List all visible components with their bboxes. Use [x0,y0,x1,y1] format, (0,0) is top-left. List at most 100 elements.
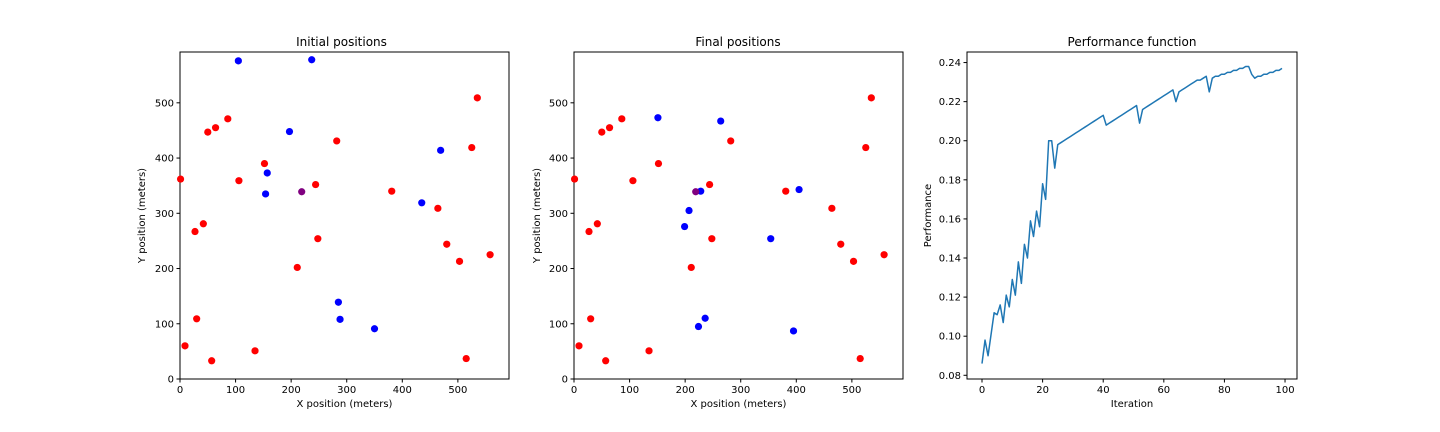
scatter-point [314,235,322,243]
scatter-point [333,137,341,145]
y-axis: 0 100 200 300 400 500 [549,98,574,386]
x-tick-label: 0 [571,385,577,396]
scatter-point [828,204,836,212]
scatter-point [618,115,626,123]
scatter-point [685,206,693,215]
scatter-point [308,56,316,64]
scatter-point [629,177,637,185]
x-tick-label: 80 [1218,385,1231,396]
x-axis: 0 20 40 60 80 100 [979,379,1295,396]
y-tick-label: 0.10 [939,332,961,343]
final-positions-panel: Final positions 0 100 200 300 400 500 0 100 200… [532,35,904,410]
x-tick-label: 20 [1036,385,1049,396]
plot-frame [573,51,904,380]
scatter-point [293,263,301,272]
scatter-point [692,188,700,196]
y-tick-label: 200 [155,264,174,275]
scatter-point [694,322,703,331]
scatter-point [204,128,212,136]
scatter-point [370,325,379,333]
scatter-point [795,185,803,194]
y-tick-label: 0.24 [939,58,961,69]
x-tick-label: 100 [1275,385,1294,396]
scatter-point [298,188,306,196]
scatter-point [706,180,714,189]
x-tick-label: 0 [177,385,183,396]
scatter-point [587,315,595,323]
scatter-point [717,117,725,125]
scatter-point [602,357,610,365]
scatter-point [260,159,269,168]
plot-frame [966,51,1298,380]
scatter-point [208,357,216,365]
x-tick-label: 200 [676,385,695,396]
y-axis: 0.08 0.10 0.12 0.14 0.16 0.18 0.20 0.22 0.24 [939,58,967,382]
plot-points [570,94,888,365]
y-tick-label: 0.12 [939,293,961,304]
performance-panel: Performance function 0 20 40 60 80 100 0.080.… [923,35,1298,410]
plot-lines [981,65,1283,364]
scatter-point [575,342,583,350]
scatter-point [767,235,775,243]
chart-title: Final positions [695,35,780,49]
plot-frame [179,51,510,380]
scatter-point [455,257,464,265]
x-tick-label: 300 [337,385,356,396]
scatter-point [434,204,442,212]
performance-line [981,65,1283,364]
plot-points [176,56,494,365]
scatter-point [468,143,476,152]
x-tick-label: 500 [448,385,467,396]
x-tick-label: 60 [1157,385,1170,396]
scatter-point [418,199,426,207]
scatter-point [199,220,207,228]
y-axis-label: Y position (meters) [137,168,148,264]
y-tick-label: 0.08 [939,371,961,382]
scatter-point [437,146,445,154]
y-tick-label: 300 [155,209,174,220]
scatter-point [598,128,606,136]
scatter-point [708,235,716,243]
y-tick-label: 0.18 [939,175,961,186]
scatter-point [176,175,185,183]
scatter-point [443,240,451,248]
scatter-point [261,190,270,198]
scatter-point [388,187,396,195]
y-tick-label: 300 [549,209,568,220]
y-tick-label: 0 [168,375,174,386]
x-tick-label: 100 [620,385,639,396]
x-axis: 0 100 200 300 400 500 [571,379,861,396]
scatter-point [191,227,199,236]
scatter-point [605,124,614,132]
scatter-point [856,354,864,363]
scatter-point [654,159,663,168]
scatter-point [867,94,875,102]
x-axis-label: Iteration [1111,399,1153,410]
scatter-point [880,251,888,259]
x-tick-label: 40 [1097,385,1110,396]
y-tick-label: 0.20 [939,136,961,147]
x-tick-label: 300 [731,385,750,396]
y-tick-label: 0 [562,375,568,386]
scatter-point [837,240,845,248]
scatter-point [193,315,201,323]
scatter-point [862,143,870,152]
scatter-point [727,137,735,145]
scatter-point [234,57,242,65]
y-tick-label: 100 [549,319,568,330]
scatter-point [263,169,271,177]
scatter-point [687,263,695,272]
y-tick-label: 500 [549,98,568,109]
scatter-point [211,124,220,132]
scatter-point [585,227,593,236]
scatter-point [336,315,344,323]
x-tick-label: 500 [842,385,861,396]
x-axis: 0 100 200 300 400 500 [177,379,467,396]
y-tick-label: 400 [155,154,174,165]
scatter-point [570,175,579,183]
scatter-point [593,220,601,228]
y-axis-label: Y position (meters) [532,168,543,264]
scatter-point [849,257,858,265]
y-axis: 0 100 200 300 400 500 [155,98,180,386]
